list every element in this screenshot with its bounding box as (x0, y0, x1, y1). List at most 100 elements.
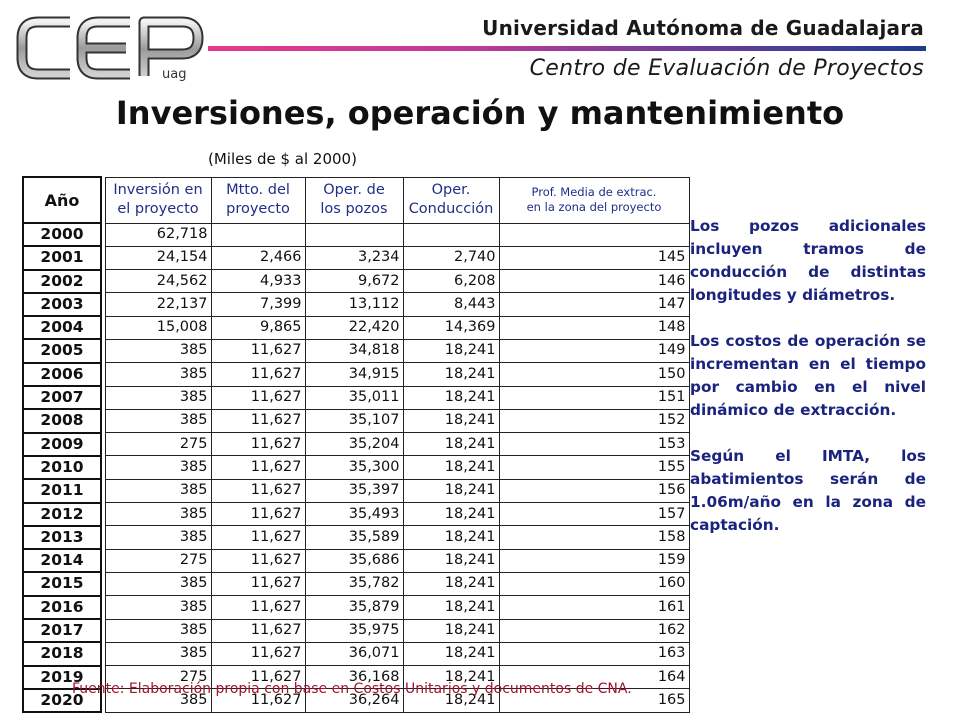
table-row: 2009 275 11,627 35,204 18,241 153 (22, 431, 690, 457)
oper-conduccion-cell: 18,241 (402, 572, 500, 597)
cep-logo: uag (16, 16, 204, 82)
oper-pozos-cell: 22,420 (304, 316, 404, 340)
inversion-cell: 275 (104, 665, 212, 690)
mtto-cell: 11,627 (210, 455, 306, 480)
center-name: Centro de Evaluación de Proyectos (529, 56, 924, 81)
prof-media-cell: 160 (498, 572, 690, 597)
oper-pozos-cell: 34,915 (304, 362, 404, 387)
prof-media-cell: 152 (498, 409, 690, 434)
prof-media-cell: 158 (498, 525, 690, 550)
prof-media-cell: 149 (498, 339, 690, 364)
table-body: 2000 62,718 2001 24,154 2,466 3,234 2,740 145 20… (22, 221, 690, 714)
oper-conduccion-cell: 18,241 (402, 642, 500, 667)
oper-pozos-cell: 36,168 (304, 665, 404, 690)
table-row: 2020 385 11,627 36,264 18,241 165 (22, 687, 690, 714)
year-cell: 2013 (22, 524, 102, 551)
oper-conduccion-cell: 2,740 (402, 246, 500, 271)
inversion-cell: 22,137 (104, 292, 212, 317)
inversion-cell: 385 (104, 339, 212, 364)
prof-media-cell: 159 (498, 549, 690, 573)
inversion-cell: 385 (104, 572, 212, 597)
year-cell: 2011 (22, 478, 102, 504)
mtto-cell: 9,865 (210, 316, 306, 340)
year-cell: 2008 (22, 408, 102, 434)
mtto-cell: 11,627 (210, 386, 306, 410)
oper-conduccion-cell (402, 223, 500, 247)
note-imta: Según el IMTA, los abatimientos serán de… (690, 447, 926, 534)
university-name: Universidad Autónoma de Guadalajara (482, 16, 924, 40)
year-cell: 2009 (22, 431, 102, 457)
inversion-cell: 385 (104, 502, 212, 527)
table-row: 2004 15,008 9,865 22,420 14,369 148 (22, 315, 690, 341)
table-row: 2003 22,137 7,399 13,112 8,443 147 (22, 291, 690, 318)
prof-media-cell: 164 (498, 665, 690, 690)
inversion-cell: 385 (104, 642, 212, 667)
header-divider (208, 46, 926, 51)
mtto-cell: 11,627 (210, 688, 306, 713)
table-row: 2000 62,718 (22, 221, 690, 248)
oper-pozos-cell: 36,071 (304, 642, 404, 667)
prof-media-cell: 162 (498, 619, 690, 643)
oper-conduccion-cell: 18,241 (402, 619, 500, 643)
inversion-cell: 385 (104, 688, 212, 713)
year-cell: 2001 (22, 245, 102, 271)
prof-media-cell: 155 (498, 455, 690, 480)
year-cell: 2012 (22, 501, 102, 527)
inversion-cell: 385 (104, 525, 212, 550)
oper-conduccion-cell: 18,241 (402, 455, 500, 480)
inversion-cell: 385 (104, 409, 212, 434)
oper-pozos-cell: 35,493 (304, 502, 404, 527)
oper-conduccion-cell: 18,241 (402, 595, 500, 620)
note-pozos: Los pozos adicionales incluyen tramos de… (690, 217, 926, 304)
inversion-cell: 385 (104, 479, 212, 504)
table-row: 2002 24,562 4,933 9,672 6,208 146 (22, 268, 690, 294)
mtto-cell: 11,627 (210, 572, 306, 597)
year-cell: 2018 (22, 641, 102, 667)
prof-media-cell: 150 (498, 362, 690, 387)
header-year: Año (22, 176, 102, 224)
notes-panel: Los pozos adicionales incluyen tramos de… (690, 215, 926, 560)
oper-pozos-cell: 35,107 (304, 409, 404, 434)
oper-conduccion-cell: 18,241 (402, 339, 500, 364)
oper-conduccion-cell: 6,208 (402, 269, 500, 294)
prof-media-cell: 161 (498, 595, 690, 620)
mtto-cell: 11,627 (210, 595, 306, 620)
oper-pozos-cell: 9,672 (304, 269, 404, 294)
cost-table-container: Año Inversión en el proyecto Mtto. del pro… (22, 176, 690, 714)
table-row: 2005 385 11,627 34,818 18,241 149 (22, 338, 690, 364)
prof-media-cell: 147 (498, 292, 690, 317)
oper-pozos-cell: 3,234 (304, 246, 404, 271)
table-row: 2017 385 11,627 35,975 18,241 162 (22, 618, 690, 644)
year-cell: 2000 (22, 221, 102, 248)
inversion-cell: 385 (104, 362, 212, 387)
inversion-cell: 275 (104, 432, 212, 457)
table-row: 2001 24,154 2,466 3,234 2,740 145 (22, 245, 690, 271)
table-row: 2019 275 11,627 36,168 18,241 164 (22, 664, 690, 690)
mtto-cell: 11,627 (210, 525, 306, 550)
year-cell: 2017 (22, 618, 102, 644)
prof-media-cell: 151 (498, 386, 690, 410)
inversion-cell: 385 (104, 455, 212, 480)
inversion-cell: 385 (104, 595, 212, 620)
note-costos: Los costos de operación se incrementan e… (690, 332, 926, 419)
mtto-cell: 11,627 (210, 479, 306, 504)
inversion-cell: 15,008 (104, 316, 212, 340)
oper-conduccion-cell: 18,241 (402, 386, 500, 410)
year-cell: 2019 (22, 664, 102, 690)
table-row: 2006 385 11,627 34,915 18,241 150 (22, 361, 690, 388)
oper-pozos-cell: 35,782 (304, 572, 404, 597)
oper-pozos-cell: 13,112 (304, 292, 404, 317)
oper-pozos-cell: 35,011 (304, 386, 404, 410)
header-inversion: Inversión en el proyecto (104, 176, 212, 224)
inversion-cell: 385 (104, 386, 212, 410)
prof-media-cell (498, 223, 690, 247)
table-row: 2012 385 11,627 35,493 18,241 157 (22, 501, 690, 527)
page-title: Inversiones, operación y mantenimiento (115, 94, 845, 132)
mtto-cell: 4,933 (210, 269, 306, 294)
header-oper-pozos: Oper. de los pozos (304, 176, 404, 224)
oper-conduccion-cell: 18,241 (402, 432, 500, 457)
oper-conduccion-cell: 8,443 (402, 292, 500, 317)
table-row: 2014 275 11,627 35,686 18,241 159 (22, 548, 690, 574)
oper-pozos-cell: 36,264 (304, 688, 404, 713)
year-cell: 2014 (22, 548, 102, 574)
